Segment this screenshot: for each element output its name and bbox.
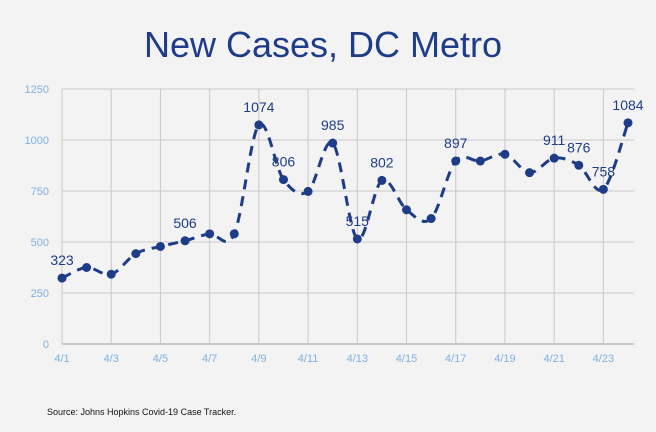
y-tick-label: 1000 — [25, 135, 49, 147]
y-axis-ticks: 0 250 500 750 1000 1250 — [25, 84, 49, 351]
x-tick-label: 4/23 — [593, 353, 614, 365]
data-point — [500, 149, 510, 159]
data-point — [303, 186, 313, 196]
data-label: 897 — [444, 135, 468, 151]
data-point — [623, 118, 633, 128]
y-tick-label: 750 — [31, 186, 49, 198]
data-label: 876 — [567, 139, 591, 155]
chart-title: New Cases, DC Metro — [144, 24, 502, 65]
data-point — [229, 229, 239, 239]
x-tick-label: 4/5 — [153, 353, 168, 365]
source-note: Source: Johns Hopkins Covid-19 Case Trac… — [47, 407, 236, 417]
y-tick-label: 0 — [43, 339, 49, 351]
data-label: 515 — [346, 213, 370, 229]
data-point — [426, 214, 436, 224]
x-tick-label: 4/21 — [543, 353, 564, 365]
data-point — [131, 249, 141, 259]
data-point — [475, 156, 485, 166]
x-tick-label: 4/7 — [202, 353, 217, 365]
data-point — [352, 234, 362, 244]
x-tick-label: 4/19 — [494, 353, 515, 365]
x-tick-label: 4/15 — [396, 353, 417, 365]
data-point — [377, 175, 387, 185]
data-point — [82, 263, 92, 272]
data-point — [180, 236, 190, 246]
y-tick-label: 1250 — [25, 84, 49, 96]
data-label: 758 — [592, 163, 616, 179]
x-tick-label: 4/9 — [251, 353, 266, 365]
data-point — [328, 138, 338, 148]
x-tick-label: 4/1 — [54, 353, 69, 365]
x-axis-ticks: 4/1 4/3 4/5 4/7 4/9 4/11 4/13 4/15 4/17 4/19 4/21 4… — [54, 353, 614, 365]
data-point — [57, 273, 67, 283]
data-point — [574, 160, 584, 170]
gridlines — [61, 88, 634, 345]
y-tick-label: 250 — [31, 288, 49, 300]
data-point — [254, 120, 264, 130]
x-tick-label: 4/3 — [104, 353, 119, 365]
data-points — [57, 118, 633, 283]
data-point — [106, 269, 116, 279]
data-point — [525, 168, 535, 178]
data-point — [549, 153, 559, 163]
data-label: 911 — [543, 132, 566, 148]
data-point — [155, 241, 165, 251]
data-point — [451, 156, 461, 166]
data-point — [278, 175, 288, 185]
data-point — [205, 229, 215, 239]
x-tick-label: 4/13 — [347, 353, 368, 365]
data-label: 1084 — [612, 97, 643, 113]
x-tick-label: 4/11 — [298, 353, 319, 365]
data-label: 985 — [321, 117, 345, 133]
data-label: 1074 — [243, 99, 274, 115]
y-tick-label: 500 — [31, 237, 49, 249]
data-point — [402, 205, 412, 215]
data-label: 506 — [173, 215, 197, 231]
data-point — [598, 184, 608, 194]
data-label: 802 — [370, 154, 394, 170]
x-tick-label: 4/17 — [445, 353, 466, 365]
data-label: 806 — [272, 154, 296, 170]
data-label: 323 — [50, 252, 74, 268]
